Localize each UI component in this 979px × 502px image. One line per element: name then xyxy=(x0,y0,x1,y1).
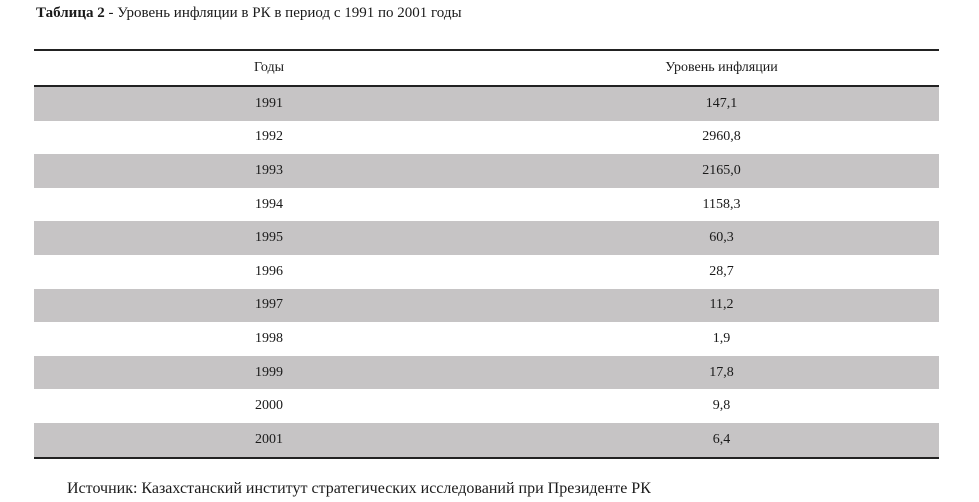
inflation-cell: 1,9 xyxy=(712,330,731,346)
table-header-row: Годы Уровень инфляции xyxy=(34,49,939,87)
inflation-cell: 9,8 xyxy=(712,398,731,414)
inflation-cell: 2165,0 xyxy=(504,154,939,188)
inflation-cell: 2960,8 xyxy=(702,129,741,145)
table-caption: Таблица 2 - Уровень инфляции в РК в пери… xyxy=(36,4,462,22)
header-years: Годы xyxy=(34,49,504,87)
inflation-cell: 60,3 xyxy=(504,221,939,255)
year-cell: 1994 xyxy=(255,196,283,212)
inflation-cell: 147,1 xyxy=(504,86,939,121)
year-cell: 1996 xyxy=(255,263,283,279)
year-cell: 1997 xyxy=(34,288,504,323)
table-row: 1999 17,8 xyxy=(34,355,939,390)
inflation-cell: 1158,3 xyxy=(702,196,741,212)
table-row: 1991 147,1 xyxy=(34,86,939,121)
table-caption-number: Таблица 2 xyxy=(36,5,105,21)
inflation-table: Годы Уровень инфляции 1991 147,1 1992 29… xyxy=(34,49,939,459)
table-row: 1994 1158,3 xyxy=(34,188,939,222)
inflation-table-container: Годы Уровень инфляции 1991 147,1 1992 29… xyxy=(34,49,939,459)
year-cell: 2001 xyxy=(34,422,504,459)
year-cell: 1998 xyxy=(255,330,283,346)
year-cell: 1995 xyxy=(34,221,504,255)
inflation-cell: 6,4 xyxy=(504,422,939,459)
year-cell: 1991 xyxy=(34,86,504,121)
source-note: Источник: Казахстанский институт стратег… xyxy=(67,480,651,497)
table-row: 1993 2165,0 xyxy=(34,154,939,188)
inflation-cell: 17,8 xyxy=(504,355,939,390)
year-cell: 2000 xyxy=(255,398,283,414)
table-row: 1995 60,3 xyxy=(34,221,939,255)
table-row: 2000 9,8 xyxy=(34,389,939,423)
table-row: 1997 11,2 xyxy=(34,288,939,323)
table-row: 1992 2960,8 xyxy=(34,121,939,155)
table-caption-text: - Уровень инфляции в РК в период с 1991 … xyxy=(104,5,462,21)
header-inflation-level: Уровень инфляции xyxy=(504,49,939,87)
year-cell: 1993 xyxy=(34,154,504,188)
table-row: 1996 28,7 xyxy=(34,255,939,289)
year-cell: 1999 xyxy=(34,355,504,390)
inflation-cell: 11,2 xyxy=(504,288,939,323)
table-row: 1998 1,9 xyxy=(34,322,939,356)
table-row: 2001 6,4 xyxy=(34,422,939,459)
year-cell: 1992 xyxy=(255,129,283,145)
inflation-cell: 28,7 xyxy=(709,263,734,279)
